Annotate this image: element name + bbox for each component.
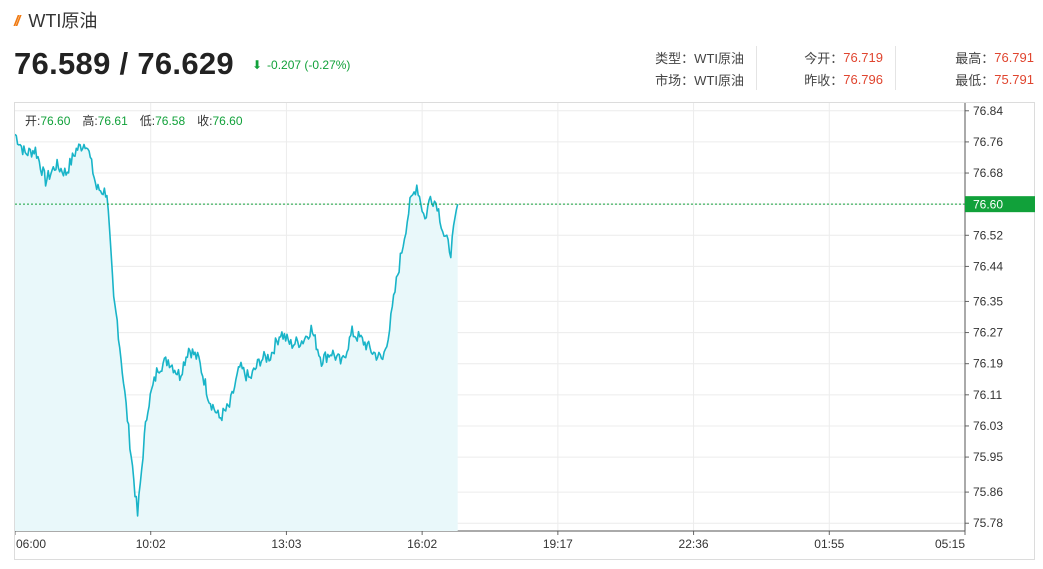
ohlc-low-value: 76.58 [155, 114, 186, 128]
x-tick-label: 22:36 [679, 537, 709, 551]
stats-row-1: 类型 ： WTI原油 今开 ： 76.719 最高 ： 76.791 [600, 46, 1034, 68]
stat-low-sep: ： [981, 72, 995, 88]
x-tick-label: 06:00 [16, 537, 46, 551]
y-tick-label: 75.78 [973, 516, 1003, 530]
area-fill [15, 134, 458, 532]
y-tick-label: 76.35 [973, 294, 1003, 308]
x-tick-label: 16:02 [407, 537, 437, 551]
double-slash-icon: // [14, 12, 21, 30]
stat-market-value: WTI原油 [694, 72, 744, 88]
stat-high-value: 76.791 [994, 49, 1034, 65]
stat-open-sep: ： [830, 50, 844, 66]
ohlc-close: 收:76.60 [197, 112, 242, 129]
stat-type: 类型 ： WTI原油 [600, 46, 757, 68]
current-price-label: 76.60 [973, 198, 1003, 212]
price-line [15, 133, 459, 517]
stat-prev-close-value: 76.796 [843, 71, 883, 87]
x-tick-label: 01:55 [814, 537, 844, 551]
ohlc-low-label: 低: [139, 114, 156, 128]
stat-open-label: 今开 [804, 50, 831, 66]
ohlc-high: 高:76.61 [82, 112, 127, 129]
y-tick-label: 76.44 [973, 259, 1003, 273]
y-tick-label: 76.76 [973, 135, 1003, 149]
stat-market-sep: ： [681, 72, 695, 88]
chart-frame: 76.84 76.76 76.68 76.60 76.52 76.44 76.35 76.27… [14, 102, 1035, 560]
y-tick-label: 76.68 [973, 166, 1003, 180]
x-tick-label: 10:02 [136, 537, 166, 551]
stats-panel: 类型 ： WTI原油 今开 ： 76.719 最高 ： 76.791 市场 ： … [600, 46, 1034, 90]
stat-high: 最高 ： 76.791 [896, 46, 1034, 68]
title-row: // WTI原油 [14, 8, 97, 32]
x-tick-label: 19:17 [543, 537, 573, 551]
y-tick-label: 76.11 [973, 388, 1002, 402]
stat-high-sep: ： [981, 50, 995, 66]
stat-market-label: 市场 [655, 72, 682, 88]
stat-prev-close: 昨收 ： 76.796 [757, 68, 896, 90]
ohlc-open: 开:76.60 [25, 112, 70, 129]
stat-prev-close-sep: ： [830, 72, 844, 88]
price-change: ⬇ -0.207 (-0.27%) [252, 58, 350, 72]
stats-row-2: 市场 ： WTI原油 昨收 ： 76.796 最低 ： 75.791 [600, 68, 1034, 90]
ohlc-high-value: 76.61 [97, 114, 128, 128]
ohlc-high-label: 高: [82, 114, 98, 128]
y-tick-label: 75.95 [973, 450, 1003, 464]
y-tick-label: 76.84 [973, 104, 1003, 118]
stat-type-label: 类型 [655, 50, 682, 66]
current-price-badge [965, 196, 1035, 213]
stat-type-value: WTI原油 [694, 50, 744, 66]
y-tick-label: 76.19 [973, 357, 1003, 371]
y-tick-label: 76.27 [973, 326, 1003, 340]
stat-open: 今开 ： 76.719 [757, 46, 896, 68]
stat-type-sep: ： [681, 50, 695, 66]
price-chart[interactable]: 76.84 76.76 76.68 76.60 76.52 76.44 76.35 76.27… [15, 103, 1036, 561]
y-tick-label: 76.03 [973, 419, 1003, 433]
y-tick-label: 76.52 [973, 228, 1003, 242]
ohlc-close-label: 收: [197, 114, 213, 128]
ohlc-open-label: 开: [25, 114, 41, 128]
bid-ask-price: 76.589 / 76.629 [14, 46, 234, 81]
x-tick-label: 05:15 [935, 537, 965, 551]
ohlc-readout: 开:76.60 高:76.61 低:76.58 收:76.60 [25, 112, 243, 129]
stat-prev-close-label: 昨收 [804, 72, 831, 88]
ohlc-close-value: 76.60 [212, 114, 243, 128]
price-change-value: -0.207 (-0.27%) [267, 58, 351, 72]
down-arrow-icon: ⬇ [251, 58, 263, 72]
stat-low-value: 75.791 [994, 71, 1034, 87]
stat-market: 市场 ： WTI原油 [600, 68, 757, 90]
ohlc-open-value: 76.60 [40, 114, 71, 128]
price-row: 76.589 / 76.629 ⬇ -0.207 (-0.27%) [14, 44, 350, 84]
y-tick-label: 75.86 [973, 485, 1003, 499]
stat-high-label: 最高 [955, 50, 982, 66]
page-title: WTI原油 [28, 11, 98, 31]
stat-low: 最低 ： 75.791 [896, 68, 1034, 90]
stat-low-label: 最低 [955, 72, 982, 88]
ohlc-low: 低:76.58 [140, 112, 185, 129]
x-tick-label: 13:03 [271, 537, 301, 551]
stat-open-value: 76.719 [843, 49, 883, 65]
